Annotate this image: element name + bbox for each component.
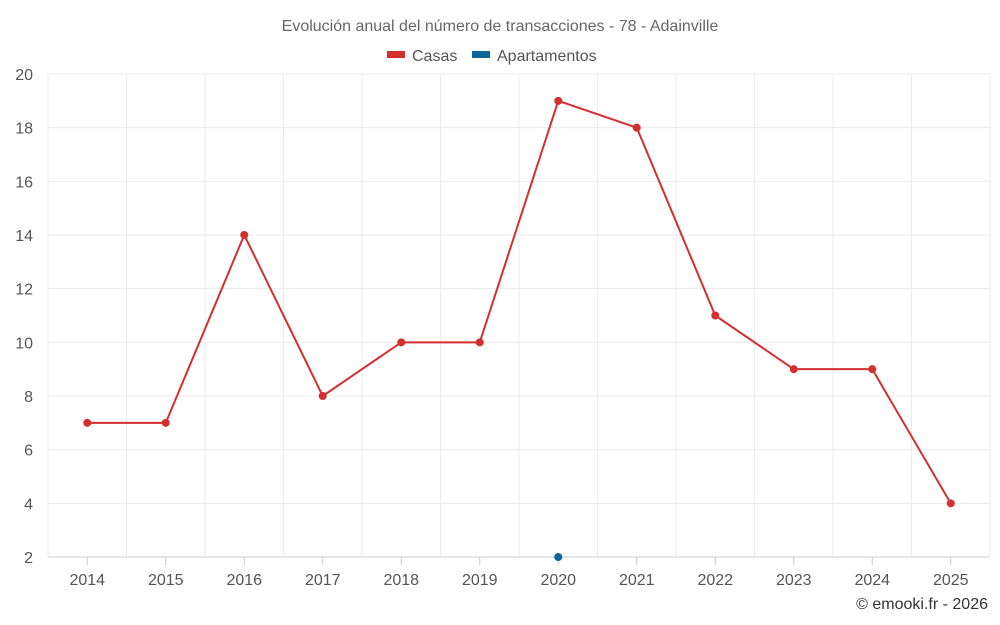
y-tick-label: 10	[15, 335, 33, 352]
data-point-casas[interactable]	[789, 365, 798, 374]
data-point-casas[interactable]	[161, 418, 170, 427]
x-tick-label: 2015	[148, 572, 184, 589]
data-point-casas[interactable]	[946, 499, 955, 508]
legend-label-apartamentos: Apartamentos	[497, 48, 597, 65]
gridlines	[47, 73, 991, 558]
y-tick-label: 14	[15, 228, 33, 245]
x-tick-label: 2016	[226, 572, 262, 589]
legend-swatch-casas	[387, 51, 405, 58]
x-tick-label: 2014	[69, 572, 105, 589]
x-tick-label: 2020	[540, 572, 576, 589]
legend: Casas Apartamentos	[387, 48, 597, 65]
chart-title: Evolución anual del número de transaccio…	[282, 18, 719, 35]
data-point-casas[interactable]	[83, 418, 92, 427]
legend-item-apartamentos[interactable]: Apartamentos	[472, 48, 597, 65]
x-tick-label: 2025	[933, 572, 969, 589]
x-tick-label: 2017	[305, 572, 341, 589]
y-tick-label: 16	[15, 174, 33, 191]
x-tick-label: 2018	[383, 572, 419, 589]
x-tick-label: 2024	[854, 572, 890, 589]
x-tick-label: 2022	[697, 572, 733, 589]
y-tick-label: 4	[24, 496, 33, 513]
data-point-casas[interactable]	[632, 123, 641, 132]
x-tick-label: 2023	[776, 572, 812, 589]
data-point-casas[interactable]	[868, 365, 877, 374]
data-point-casas[interactable]	[397, 338, 406, 347]
data-point-casas[interactable]	[554, 96, 563, 105]
y-tick-label: 20	[15, 67, 33, 84]
credit-text: © emooki.fr - 2026	[856, 596, 988, 613]
data-point-casas[interactable]	[711, 311, 720, 320]
data-point-casas[interactable]	[318, 392, 327, 400]
y-tick-label: 12	[15, 282, 33, 299]
y-tick-label: 8	[24, 389, 33, 406]
legend-swatch-apartamentos	[472, 51, 490, 58]
data-point-casas[interactable]	[240, 231, 249, 239]
x-axis: 2014 2015 2016 2017 2018 2019 2020 2021 2022 2023…	[69, 557, 969, 589]
y-tick-label: 2	[24, 550, 33, 567]
x-tick-label: 2021	[619, 572, 655, 589]
y-tick-label: 6	[24, 443, 33, 460]
data-point-casas[interactable]	[475, 338, 484, 347]
y-tick-label: 18	[15, 121, 33, 138]
data-point-apartamentos[interactable]	[554, 553, 563, 561]
legend-label-casas: Casas	[412, 48, 457, 65]
legend-item-casas[interactable]: Casas	[387, 48, 457, 65]
x-tick-label: 2019	[462, 572, 498, 589]
series-line-casas	[87, 99, 952, 504]
y-axis: 2 4 6 8 10 12 14 16 18 20	[15, 67, 33, 567]
plot-area	[83, 96, 955, 561]
